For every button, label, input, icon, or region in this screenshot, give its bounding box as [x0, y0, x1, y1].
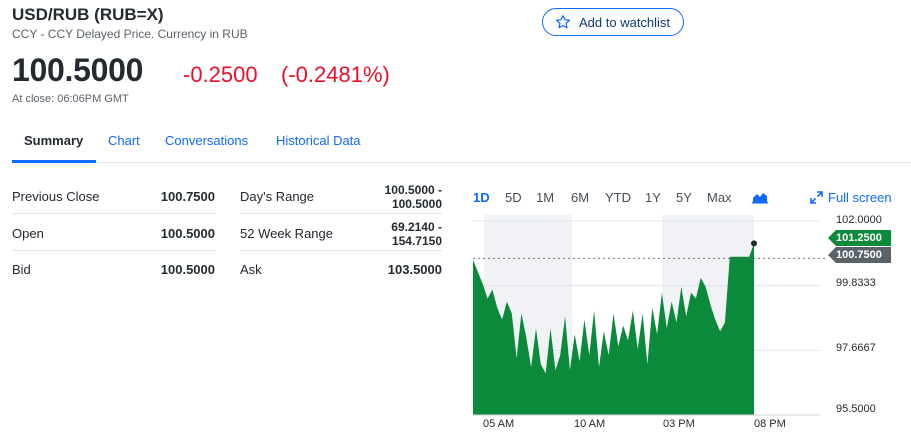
current-price: 100.5000 [12, 52, 144, 88]
tab-summary[interactable]: Summary [24, 133, 84, 148]
last-price-dot [751, 240, 757, 247]
tab-chart[interactable]: Chart [108, 133, 140, 148]
stat-value-bid: 100.5000 [160, 262, 215, 277]
stat-value-previous-close: 100.7500 [160, 189, 215, 204]
expand-icon[interactable] [810, 191, 823, 209]
x-tick-label: 05 AM [483, 418, 515, 430]
range-button-ytd[interactable]: YTD [605, 190, 631, 205]
tab-divider [12, 162, 911, 163]
stat-divider [12, 213, 216, 214]
price-change-percent: (-0.2481%) [281, 62, 390, 87]
price-area [473, 243, 754, 415]
stat-label-previous-close: Previous Close [12, 189, 100, 204]
stat-value-days-range: 100.5000 - 100.5000 [340, 183, 442, 211]
tab-historical-data[interactable]: Historical Data [276, 133, 361, 148]
price-change: -0.2500 [183, 62, 258, 87]
y-tick-label: 97.6667 [836, 342, 876, 354]
y-tick-label: 95.5000 [836, 403, 876, 415]
stat-value-52-week-range: 69.2140 - 154.7150 [340, 220, 442, 248]
x-tick-label: 03 PM [663, 418, 695, 430]
52-week-high: 154.7150 [391, 234, 442, 248]
stat-value-open: 100.5000 [160, 226, 215, 241]
stat-divider [12, 250, 216, 251]
watchlist-label: Add to watchlist [579, 14, 671, 30]
stat-divider [240, 213, 442, 214]
active-tab-indicator [12, 160, 96, 163]
stat-label-52-week-range: 52 Week Range [240, 226, 333, 241]
range-button-1d[interactable]: 1D [473, 190, 490, 205]
star-icon [555, 15, 571, 29]
52-week-low: 69.2140 - [391, 220, 442, 234]
range-button-6m[interactable]: 6M [571, 190, 590, 205]
current-price-tag: 101.2500 [828, 230, 891, 246]
days-range-low: 100.5000 - [384, 183, 442, 197]
stat-value-ask: 103.5000 [387, 262, 442, 277]
days-range-high: 100.5000 [391, 197, 442, 211]
x-tick-label: 08 PM [754, 418, 786, 430]
mountain-chart-icon[interactable] [752, 190, 768, 209]
x-tick-label: 10 AM [574, 418, 606, 430]
quote-subtitle: CCY - CCY Delayed Price. Currency in RUB [12, 27, 248, 41]
add-to-watchlist-button[interactable]: Add to watchlist [542, 8, 684, 36]
full-screen-button[interactable]: Full screen [828, 190, 892, 205]
range-button-5d[interactable]: 5D [505, 190, 522, 205]
quote-title: USD/RUB (RUB=X) [12, 5, 164, 24]
range-button-1m[interactable]: 1M [536, 190, 555, 205]
range-button-max[interactable]: Max [707, 190, 732, 205]
stat-label-ask: Ask [240, 262, 262, 277]
stat-divider [240, 250, 442, 251]
stat-label-days-range: Day's Range [240, 189, 315, 204]
tab-conversations[interactable]: Conversations [165, 133, 249, 148]
close-time: At close: 06:06PM GMT [12, 93, 129, 105]
range-button-1y[interactable]: 1Y [645, 190, 661, 205]
y-tick-label: 99.8333 [836, 277, 876, 289]
stat-label-open: Open [12, 226, 44, 241]
y-tick-label: 102.0000 [836, 214, 882, 226]
previous-close-tag: 100.7500 [828, 247, 891, 263]
range-button-5y[interactable]: 5Y [676, 190, 692, 205]
stat-label-bid: Bid [12, 262, 31, 277]
